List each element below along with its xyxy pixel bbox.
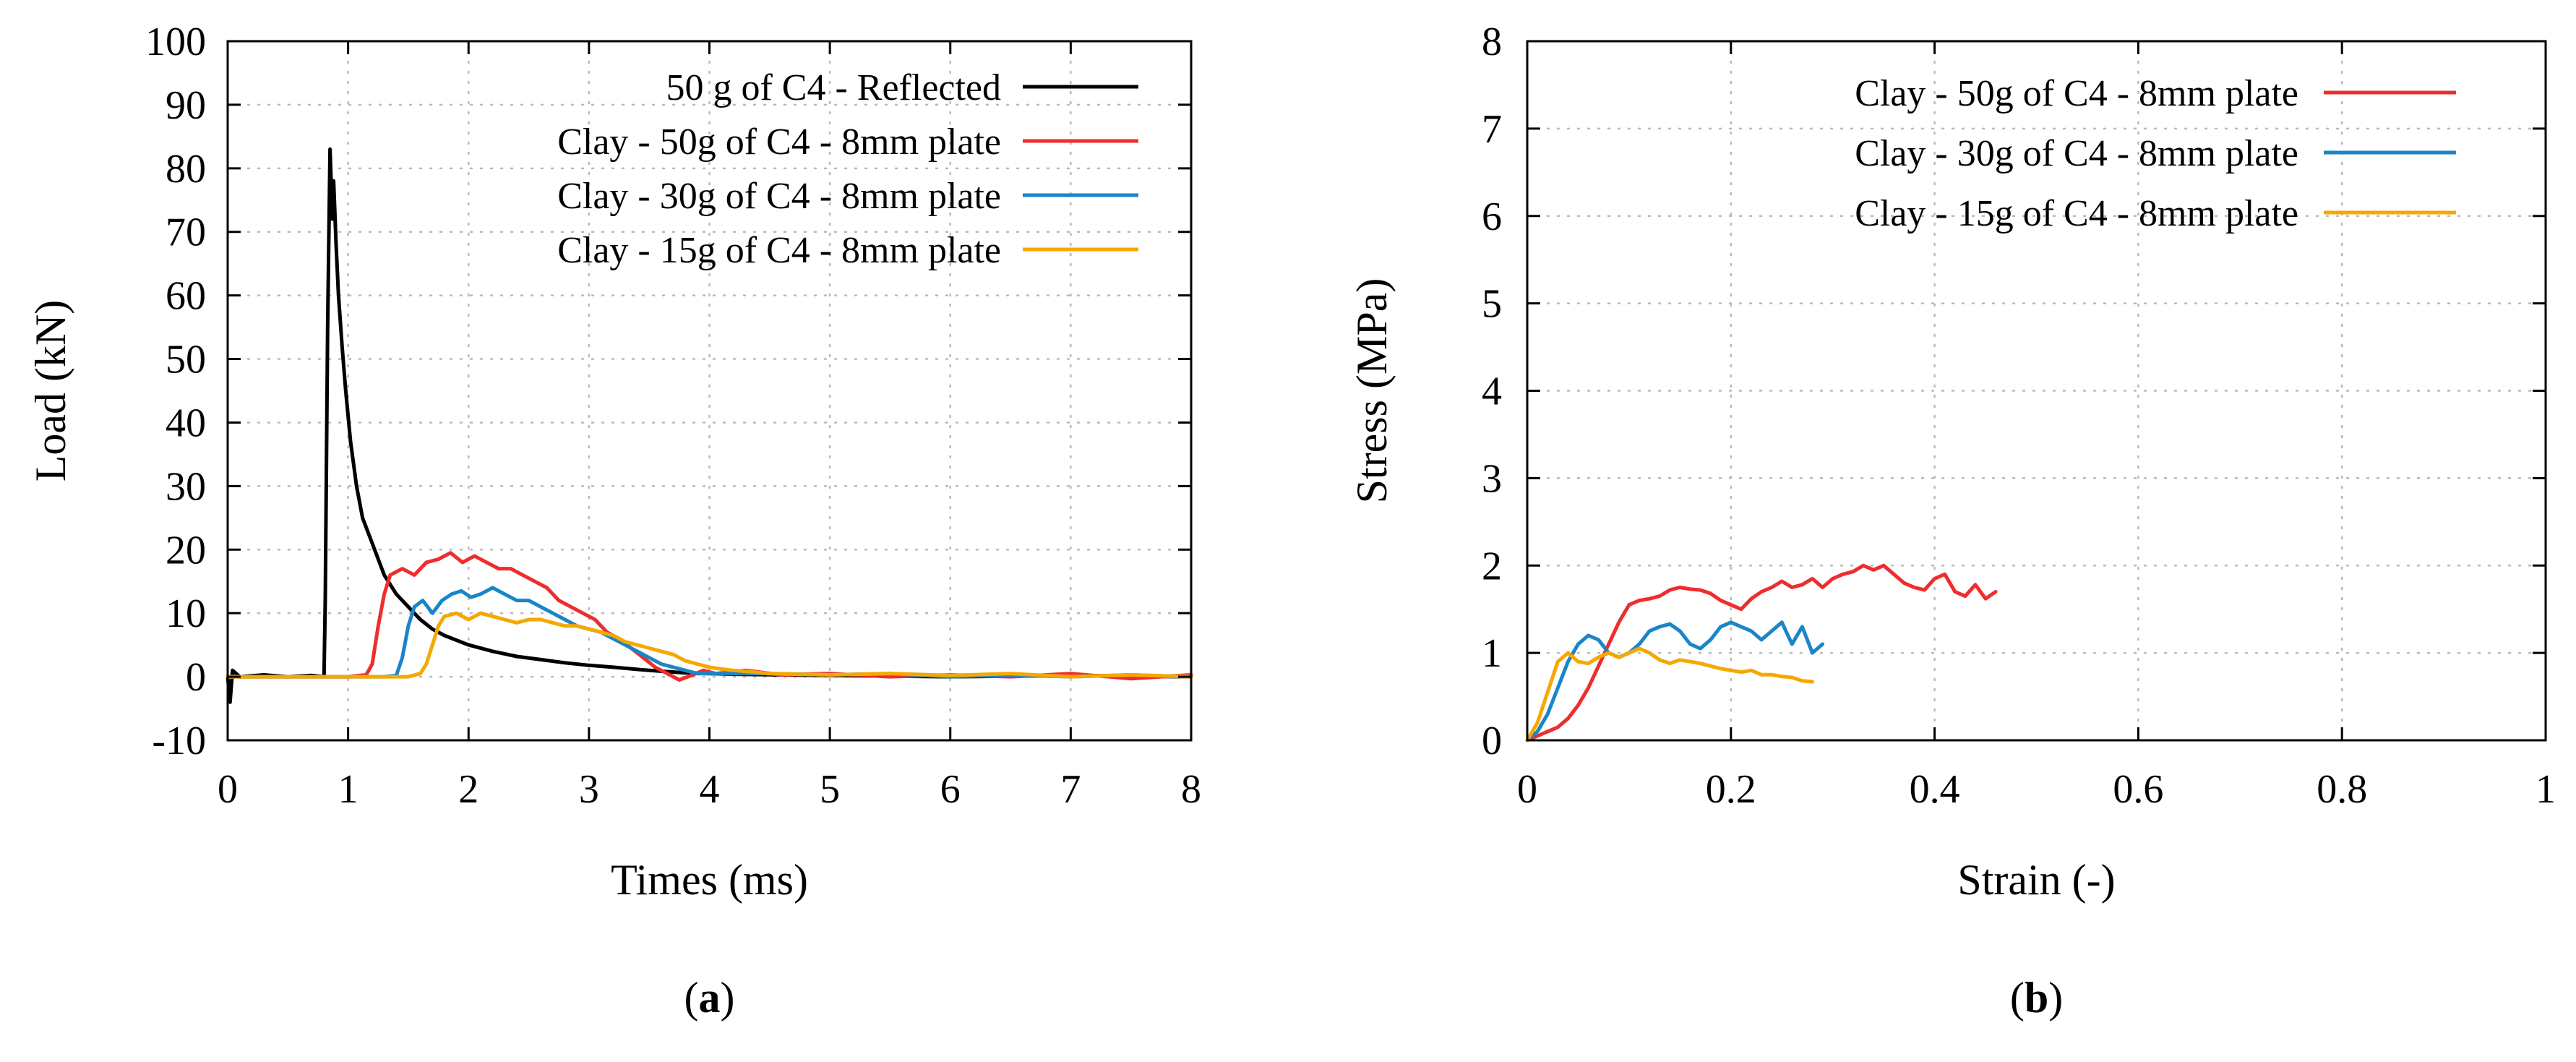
- series-line-b-3: [1525, 646, 1814, 742]
- legend-label: Clay - 50g of C4 - 8mm plate: [557, 121, 1001, 163]
- y-tick-label: 3: [1482, 456, 1502, 501]
- y-tick-label: 100: [145, 20, 206, 64]
- x-tick-label: 1: [2536, 767, 2556, 812]
- legend-label: Clay - 15g of C4 - 8mm plate: [557, 230, 1001, 271]
- x-tick-label: 0: [218, 767, 238, 812]
- legend-label: Clay - 15g of C4 - 8mm plate: [1855, 193, 2298, 234]
- panel-label: (b): [2010, 974, 2063, 1022]
- y-tick-label: 2: [1482, 544, 1502, 588]
- y-tick-label: 1: [1482, 631, 1502, 676]
- x-axis-label: Strain (-): [1957, 856, 2115, 904]
- x-tick-label: 7: [1060, 767, 1081, 812]
- x-tick-label: 0.4: [1910, 767, 1960, 812]
- y-tick-label: 60: [166, 274, 206, 319]
- y-tick-label: 7: [1482, 107, 1502, 152]
- x-tick-label: 5: [820, 767, 840, 812]
- series-line-b-2: [1525, 620, 1825, 742]
- chart-panel-a: 0 1 2 3 4 5 6 7 8 -10 0 10 20 30 40 50 60 70 80 90 100 Times …: [27, 20, 1201, 1022]
- y-tick-label: 6: [1482, 194, 1502, 239]
- y-tick-label: 30: [166, 464, 206, 509]
- x-tick-label: 2: [458, 767, 478, 812]
- y-tick-label: 50: [166, 338, 206, 382]
- y-tick-label: 5: [1482, 282, 1502, 327]
- y-axis-label: Load (kN): [27, 300, 74, 482]
- x-tick-label: 8: [1181, 767, 1201, 812]
- panel-label: (a): [684, 974, 735, 1022]
- x-tick-label: 6: [940, 767, 961, 812]
- x-tick-label: 0.8: [2317, 767, 2367, 812]
- x-tick-label: 1: [338, 767, 359, 812]
- y-tick-label: 20: [166, 528, 206, 573]
- legend-label: Clay - 30g of C4 - 8mm plate: [1855, 133, 2298, 174]
- y-tick-label: 70: [166, 210, 206, 255]
- y-tick-label: 0: [1482, 719, 1502, 763]
- y-tick-label: 10: [166, 591, 206, 636]
- y-tick-label: 0: [186, 655, 206, 700]
- series-line-a-4: [226, 611, 1193, 679]
- x-tick-label: 0.2: [1706, 767, 1756, 812]
- x-axis-label: Times (ms): [611, 856, 808, 904]
- legend: 50 g of C4 - Reflected Clay - 50g of C4 -…: [557, 67, 1138, 271]
- y-tick-label: 40: [166, 401, 206, 445]
- legend-label: Clay - 30g of C4 - 8mm plate: [557, 176, 1001, 217]
- x-tick-label: 4: [700, 767, 720, 812]
- y-tick-label: 4: [1482, 369, 1502, 414]
- x-tick-label: 3: [579, 767, 599, 812]
- y-tick-label: -10: [152, 719, 206, 763]
- y-tick-label: 90: [166, 83, 206, 128]
- y-tick-label: 8: [1482, 20, 1502, 64]
- legend: Clay - 50g of C4 - 8mm plate Clay - 30g o…: [1855, 73, 2456, 234]
- y-tick-label: 80: [166, 147, 206, 192]
- x-tick-label: 0: [1517, 767, 1537, 812]
- chart-panel-b: 0 0.2 0.4 0.6 0.8 1 0 1 2 3 4 5 6 7 8 Strain (-) Stress …: [1348, 20, 2556, 1022]
- legend-label: 50 g of C4 - Reflected: [666, 67, 1001, 108]
- y-axis-label: Stress (MPa): [1348, 278, 1396, 504]
- x-tick-label: 0.6: [2113, 767, 2163, 812]
- legend-label: Clay - 50g of C4 - 8mm plate: [1855, 73, 2298, 114]
